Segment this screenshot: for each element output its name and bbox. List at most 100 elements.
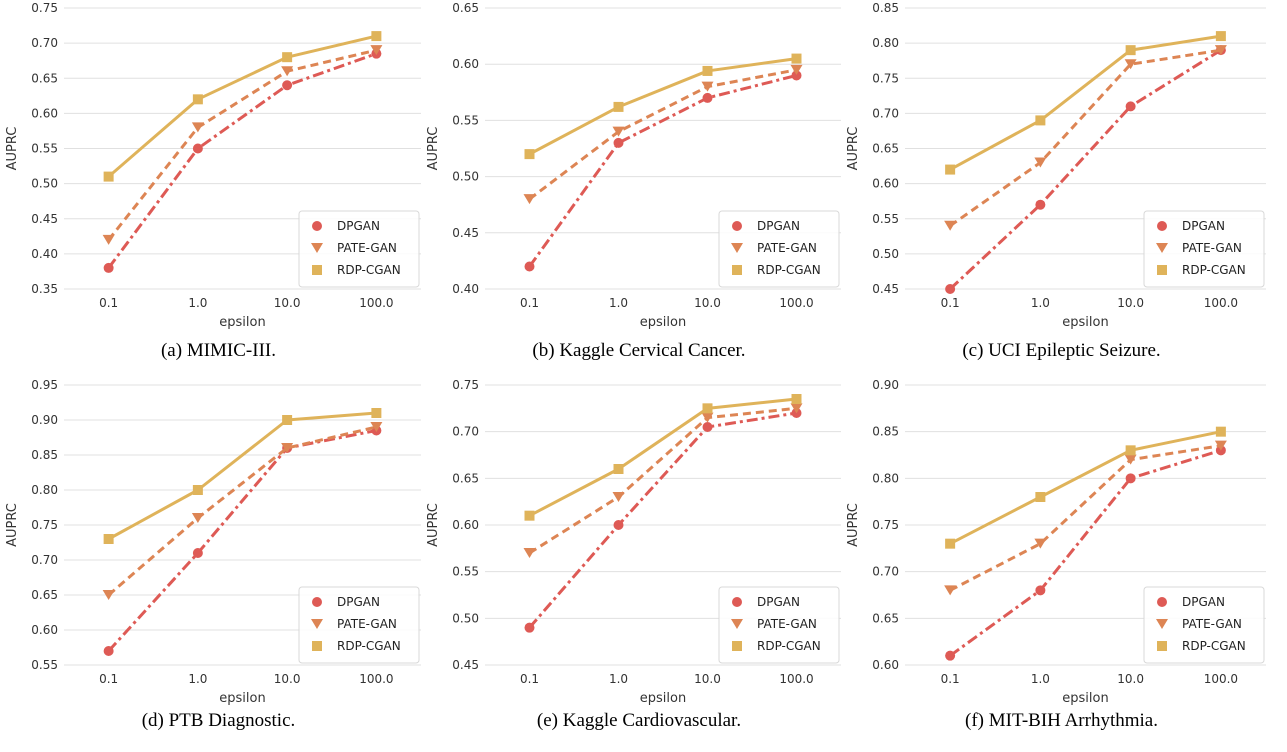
data-point-rdp-cgan	[192, 485, 203, 495]
data-point-rdp-cgan	[1035, 115, 1046, 126]
data-point-dpgan	[945, 284, 956, 294]
y-tick-label: 0.75	[872, 518, 899, 532]
data-point-rdp-cgan	[702, 65, 713, 76]
data-point-pate-gan	[1214, 440, 1227, 451]
data-point-rdp-cgan	[371, 408, 382, 418]
x-axis-label: epsilon	[640, 691, 686, 706]
data-point-rdp-cgan	[524, 510, 535, 521]
series-line-rdp-cgan	[528, 57, 797, 156]
data-point-pate-gan	[944, 220, 957, 231]
legend-label-pate-gan: PATE-GAN	[1182, 241, 1242, 255]
legend-marker-rdp-cgan	[1157, 641, 1167, 651]
legend-label-pate-gan: PATE-GAN	[757, 241, 817, 255]
data-point-dpgan	[524, 261, 535, 272]
x-axis-label: epsilon	[640, 315, 686, 330]
data-point-pate-gan	[523, 194, 536, 205]
y-axis-label: AUPRC	[426, 127, 441, 171]
legend-marker-dpgan	[312, 221, 322, 231]
data-point-rdp-cgan	[192, 94, 203, 105]
y-tick-label: 0.55	[31, 658, 58, 672]
panel-5: 0.45 0.50 0.55 0.60 0.65 0.70 0.75 0.1 1.0 10.0 10…	[426, 378, 841, 731]
y-tick-label: 0.60	[31, 623, 58, 637]
series-line-dpgan	[107, 429, 377, 653]
data-point-pate-gan	[281, 443, 294, 453]
y-tick-label: 0.65	[31, 588, 58, 602]
y-tick-label: 0.60	[31, 106, 58, 120]
y-tick-label: 0.60	[872, 658, 899, 672]
x-tick-label: 10.0	[694, 296, 721, 310]
x-tick-label: 10.0	[274, 672, 301, 686]
data-point-rdp-cgan	[1125, 45, 1136, 56]
x-tick-label: 100.0	[779, 296, 813, 310]
x-axis-label: epsilon	[1062, 691, 1108, 706]
y-tick-label: 0.45	[872, 282, 899, 296]
legend-marker-pate-gan	[731, 619, 743, 629]
data-point-rdp-cgan	[1215, 31, 1226, 42]
x-tick-label: 1.0	[188, 296, 207, 310]
legend-box	[298, 586, 420, 664]
data-point-dpgan	[1035, 199, 1046, 210]
data-point-rdp-cgan	[702, 403, 713, 414]
series-line-dpgan	[949, 48, 1222, 291]
data-point-rdp-cgan	[103, 534, 114, 544]
panel-4: 0.55 0.60 0.65 0.70 0.75 0.80 0.85 0.90 0.95 0.1 1…	[5, 378, 421, 731]
data-point-dpgan	[613, 137, 624, 148]
legend-label-rdp-cgan: RDP-CGAN	[757, 639, 821, 653]
series-line-dpgan	[528, 73, 797, 268]
y-tick-label: 0.75	[31, 1, 58, 15]
legend-box	[718, 586, 840, 664]
x-tick-label: 100.0	[1204, 672, 1238, 686]
panel-caption: (e) Kaggle Cardiovascular.	[537, 710, 741, 731]
series-line-pate-gan	[949, 444, 1222, 592]
x-tick-label: 10.0	[1117, 672, 1144, 686]
legend-marker-dpgan	[732, 597, 742, 607]
y-axis-label: AUPRC	[5, 127, 20, 171]
data-point-rdp-cgan	[945, 164, 956, 175]
panel-caption: (b) Kaggle Cervical Cancer.	[532, 340, 745, 361]
y-tick-label: 0.45	[452, 658, 479, 672]
y-tick-label: 0.85	[872, 425, 899, 439]
y-tick-label: 0.55	[452, 565, 479, 579]
legend-label-rdp-cgan: RDP-CGAN	[337, 263, 401, 277]
legend-label-rdp-cgan: RDP-CGAN	[1182, 263, 1246, 277]
legend-label-dpgan: DPGAN	[757, 595, 800, 609]
data-point-dpgan	[945, 650, 956, 661]
x-tick-label: 1.0	[609, 672, 628, 686]
legend-box	[1143, 210, 1265, 288]
legend-marker-rdp-cgan	[1157, 265, 1167, 275]
legend-marker-dpgan	[312, 597, 322, 607]
y-tick-label: 0.75	[872, 71, 899, 85]
data-point-pate-gan	[944, 585, 957, 596]
legend-label-dpgan: DPGAN	[1182, 595, 1225, 609]
x-axis-label: epsilon	[219, 691, 265, 706]
legend-box	[1143, 586, 1265, 664]
legend-label-pate-gan: PATE-GAN	[1182, 617, 1242, 631]
data-point-pate-gan	[191, 122, 204, 133]
legend-label-dpgan: DPGAN	[757, 219, 800, 233]
legend-marker-pate-gan	[1156, 243, 1168, 253]
x-tick-label: 0.1	[941, 296, 960, 310]
data-point-dpgan	[103, 646, 114, 656]
data-point-pate-gan	[1034, 157, 1047, 168]
y-tick-label: 0.65	[452, 471, 479, 485]
data-point-rdp-cgan	[1215, 426, 1226, 437]
y-axis-label: AUPRC	[846, 503, 861, 547]
x-tick-label: 1.0	[188, 672, 207, 686]
panel-caption: (f) MIT-BIH Arrhythmia.	[965, 710, 1158, 731]
y-tick-label: 0.90	[31, 413, 58, 427]
legend-label-pate-gan: PATE-GAN	[337, 617, 397, 631]
data-point-rdp-cgan	[282, 415, 293, 425]
data-point-dpgan	[702, 422, 713, 432]
y-tick-label: 0.70	[452, 425, 479, 439]
series-line-pate-gan	[949, 48, 1222, 228]
data-point-pate-gan	[790, 403, 803, 414]
legend-label-rdp-cgan: RDP-CGAN	[1182, 639, 1246, 653]
data-point-rdp-cgan	[282, 52, 293, 63]
x-tick-label: 0.1	[99, 296, 118, 310]
y-tick-label: 0.60	[872, 177, 899, 191]
panel-3: 0.45 0.50 0.55 0.60 0.65 0.70 0.75 0.80 0.85 0.1 1…	[846, 1, 1266, 361]
data-point-rdp-cgan	[1035, 492, 1046, 502]
y-tick-label: 0.50	[452, 170, 479, 184]
legend-label-dpgan: DPGAN	[337, 595, 380, 609]
